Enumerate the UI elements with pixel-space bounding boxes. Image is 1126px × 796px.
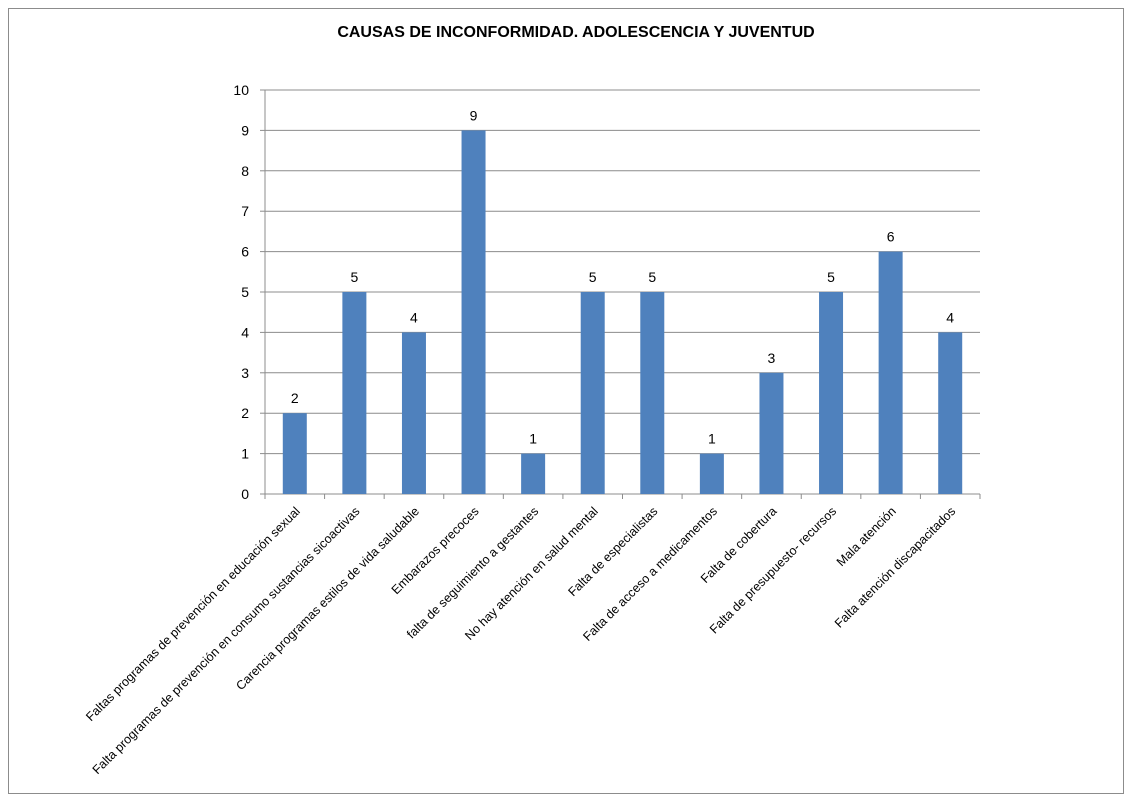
data-label: 5: [589, 269, 597, 285]
category-label: Mala atención: [834, 504, 899, 569]
category-label: Falta programas de prevención en consumo…: [90, 504, 363, 777]
bar: [819, 292, 844, 494]
bar: [640, 292, 665, 494]
bar: [401, 332, 426, 494]
bar: [580, 292, 605, 494]
y-tick-label: 10: [233, 82, 249, 98]
category-label: Falta atención discapacitados: [832, 504, 958, 630]
category-label: Falta de presupuesto- recursos: [707, 504, 839, 636]
bar: [759, 372, 784, 494]
y-tick-label: 7: [241, 203, 249, 219]
y-tick-label: 5: [241, 284, 249, 300]
y-tick-label: 9: [241, 122, 249, 138]
y-tick-label: 0: [241, 486, 249, 502]
category-labels: Faltas programas de prevención en educac…: [83, 504, 958, 777]
axes: 0 1 2 3 4 5 6 7 8 9 10: [233, 82, 981, 502]
data-label: 6: [887, 229, 895, 245]
bar: [878, 251, 903, 494]
data-label: 1: [529, 431, 537, 447]
data-label: 4: [410, 309, 418, 325]
chart-title: CAUSAS DE INCONFORMIDAD. ADOLESCENCIA Y …: [337, 24, 815, 41]
gridlines: [265, 89, 980, 455]
data-label: 4: [946, 309, 954, 325]
data-label: 9: [470, 107, 478, 123]
category-label: Faltas programas de prevención en educac…: [83, 504, 303, 724]
y-tick-label: 4: [241, 324, 249, 340]
data-label: 1: [708, 431, 716, 447]
y-tick-label: 6: [241, 244, 249, 260]
bar: [342, 292, 367, 494]
data-label: 3: [768, 350, 776, 366]
bar: [521, 453, 546, 494]
bars: [282, 130, 963, 494]
data-label: 5: [827, 269, 835, 285]
y-tick-label: 1: [241, 446, 249, 462]
bar: [699, 453, 724, 494]
y-tick-label: 3: [241, 365, 249, 381]
chart-frame: [8, 8, 1124, 794]
bar: [938, 332, 963, 494]
data-label: 2: [291, 390, 299, 406]
data-label: 5: [350, 269, 358, 285]
category-label: falta de seguimiento a gestantes: [404, 504, 541, 641]
bar: [282, 413, 307, 494]
data-label: 5: [648, 269, 656, 285]
y-tick-label: 2: [241, 405, 249, 421]
y-tick-label: 8: [241, 163, 249, 179]
data-labels: 2 5 4 9 1 5 5 1 3 5 6 4: [291, 107, 954, 446]
bar: [461, 130, 486, 494]
